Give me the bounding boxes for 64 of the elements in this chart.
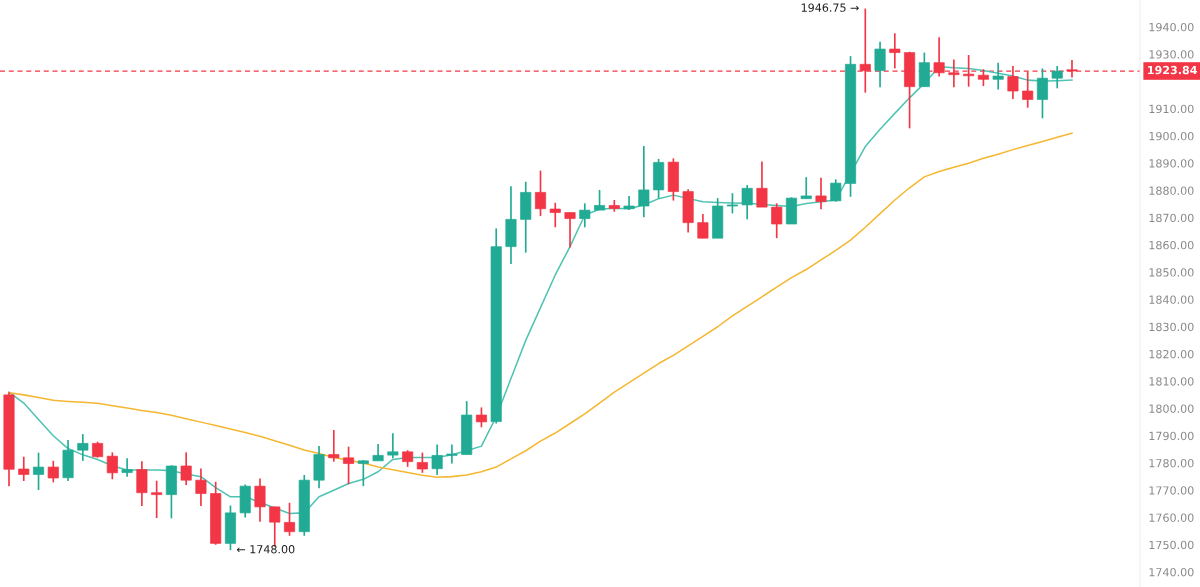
candlestick <box>254 477 266 523</box>
candlestick <box>741 184 753 221</box>
candlestick <box>889 32 901 70</box>
candlestick <box>387 432 399 460</box>
ref-line-label: 1923.84 <box>1148 65 1197 75</box>
candlestick <box>47 459 59 484</box>
y-tick-label: 1910.00 <box>1149 104 1194 114</box>
y-tick-label: 1800.00 <box>1149 404 1194 413</box>
y-tick-label: 1820.00 <box>1149 349 1194 359</box>
y-tick-label: 1840.00 <box>1149 295 1194 304</box>
candlestick <box>697 213 709 240</box>
candlestick <box>357 459 369 488</box>
candlestick <box>638 145 650 219</box>
candlestick <box>328 429 340 463</box>
y-tick-label: 1780.00 <box>1149 458 1194 468</box>
y-tick-label: 1860.00 <box>1149 240 1194 250</box>
candlestick <box>918 51 930 88</box>
y-tick-label: 1750.00 <box>1149 540 1194 550</box>
y-tick-label: 1940.00 <box>1149 22 1194 32</box>
y-tick-label: 1810.00 <box>1149 377 1194 386</box>
candlestick <box>343 445 355 486</box>
candlestick <box>33 451 45 491</box>
y-tick-label: 1770.00 <box>1149 486 1194 495</box>
candlestick <box>151 479 163 519</box>
candlestick <box>830 178 842 203</box>
candlestick <box>180 451 192 486</box>
candlestick <box>416 451 428 474</box>
candlestick <box>534 169 547 217</box>
y-tick-label: 1760.00 <box>1149 513 1194 522</box>
y-tick-label: 1890.00 <box>1149 159 1194 168</box>
candlestick <box>815 176 827 211</box>
candlestick <box>1036 67 1048 120</box>
candlestick <box>475 406 487 429</box>
candlestick <box>18 455 30 482</box>
candlestick <box>564 211 576 249</box>
candlestick <box>77 433 89 462</box>
candlestick <box>800 176 812 200</box>
candlestick <box>1051 65 1063 90</box>
candlestick <box>579 202 591 229</box>
annotation: ← 1748.00 <box>236 545 295 554</box>
candlestick <box>284 501 296 537</box>
candlestick <box>874 40 886 89</box>
candlestick <box>195 467 207 507</box>
annotation: 1946.75 → <box>801 3 859 12</box>
candlestick <box>992 61 1004 91</box>
candlestick <box>106 451 118 481</box>
y-tick-label: 1930.00 <box>1149 50 1194 59</box>
candlestick <box>726 192 738 215</box>
candlestick <box>756 160 768 208</box>
candlestick <box>549 201 561 229</box>
candlestick <box>594 189 606 211</box>
y-tick-label: 1740.00 <box>1149 567 1194 577</box>
candlestick <box>121 457 133 478</box>
y-tick-label: 1900.00 <box>1149 131 1194 141</box>
candlestick <box>431 443 443 476</box>
y-tick-label: 1790.00 <box>1149 431 1194 441</box>
y-tick-label: 1850.00 <box>1149 268 1194 277</box>
line-series <box>8 132 1073 478</box>
candlestick <box>136 460 148 507</box>
candlestick <box>771 202 783 240</box>
candlestick <box>446 443 458 465</box>
y-tick-label: 1830.00 <box>1149 322 1194 332</box>
y-tick-label: 1880.00 <box>1149 186 1194 195</box>
y-tick-label: 1870.00 <box>1149 213 1194 223</box>
